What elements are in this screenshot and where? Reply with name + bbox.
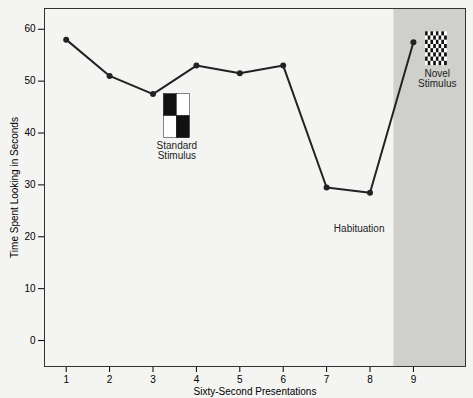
svg-text:2: 2 bbox=[107, 374, 113, 385]
svg-text:5: 5 bbox=[237, 374, 243, 385]
svg-text:6: 6 bbox=[280, 374, 286, 385]
svg-text:Habituation: Habituation bbox=[334, 223, 385, 234]
svg-text:3: 3 bbox=[150, 374, 156, 385]
svg-text:8: 8 bbox=[367, 374, 373, 385]
svg-text:9: 9 bbox=[411, 374, 417, 385]
svg-text:7: 7 bbox=[324, 374, 330, 385]
svg-text:30: 30 bbox=[24, 179, 36, 190]
svg-text:NovelStimulus: NovelStimulus bbox=[418, 68, 456, 89]
svg-text:60: 60 bbox=[24, 23, 36, 34]
svg-text:StandardStimulus: StandardStimulus bbox=[157, 140, 198, 161]
svg-text:20: 20 bbox=[24, 231, 36, 242]
svg-text:10: 10 bbox=[24, 283, 36, 294]
svg-text:50: 50 bbox=[24, 75, 36, 86]
svg-text:1: 1 bbox=[63, 374, 69, 385]
svg-text:4: 4 bbox=[194, 374, 200, 385]
svg-text:40: 40 bbox=[24, 127, 36, 138]
svg-text:Time Spent Looking in Seconds: Time Spent Looking in Seconds bbox=[9, 117, 20, 258]
svg-text:0: 0 bbox=[30, 335, 36, 346]
svg-text:Sixty-Second Presentations: Sixty-Second Presentations bbox=[194, 386, 317, 397]
